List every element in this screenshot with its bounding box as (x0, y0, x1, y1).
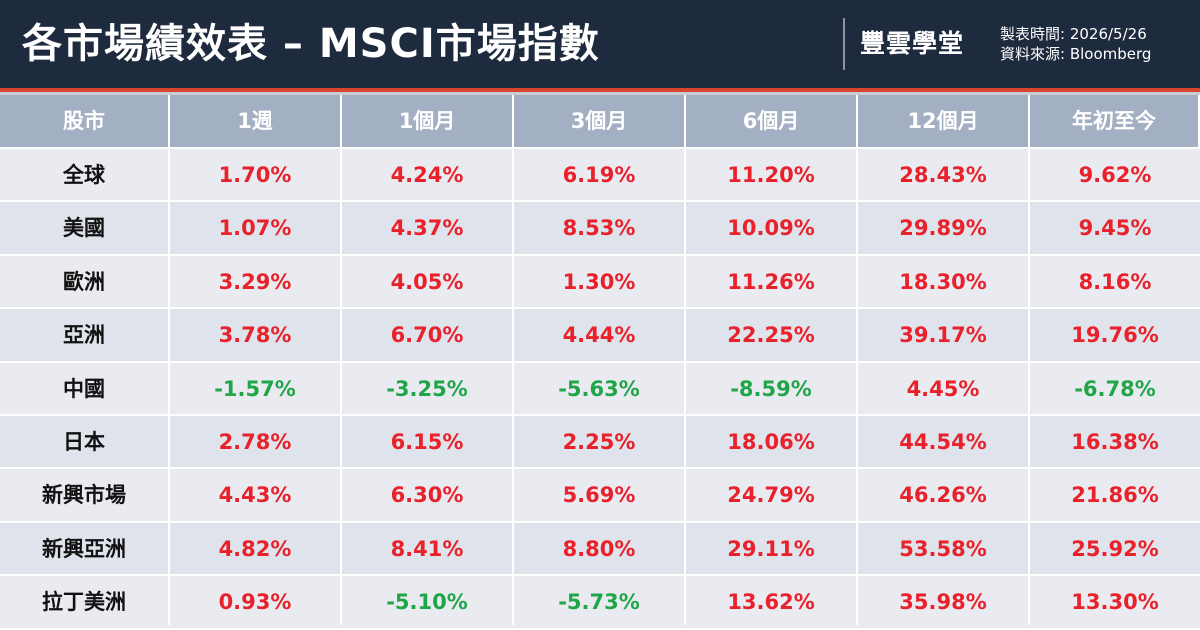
value-cell: 4.44% (514, 307, 686, 361)
value-cell: 8.53% (514, 200, 686, 254)
value-cell: 19.76% (1030, 307, 1200, 361)
value-cell: 4.05% (342, 253, 514, 308)
column-header: 1週 (170, 95, 342, 147)
value-cell: -5.63% (514, 360, 686, 414)
market-name-cell: 拉丁美洲 (0, 574, 170, 628)
value-cell: 22.25% (686, 307, 858, 361)
column-header: 1個月 (342, 95, 514, 147)
performance-table: 股市 1週 1個月 3個月 6個月 12個月 年初至今 全球 1.70% 4.24%… (0, 95, 1200, 628)
value-cell: 16.38% (1030, 413, 1200, 468)
value-cell: 3.78% (170, 307, 342, 361)
value-cell: 4.82% (170, 520, 342, 575)
value-cell: 6.15% (342, 413, 514, 468)
value-cell: 4.43% (170, 467, 342, 521)
column-header: 股市 (0, 95, 170, 147)
value-cell: 1.30% (514, 253, 686, 308)
value-cell: 6.19% (514, 147, 686, 201)
value-cell: -6.78% (1030, 360, 1200, 414)
value-cell: 8.41% (342, 520, 514, 575)
value-cell: 18.06% (686, 413, 858, 468)
value-cell: 39.17% (858, 307, 1030, 361)
value-cell: 4.37% (342, 200, 514, 254)
value-cell: 13.62% (686, 574, 858, 628)
value-cell: 0.93% (170, 574, 342, 628)
value-cell: 2.25% (514, 413, 686, 468)
value-cell: 9.45% (1030, 200, 1200, 254)
value-cell: 29.11% (686, 520, 858, 575)
header-divider (843, 18, 845, 70)
column-header: 6個月 (686, 95, 858, 147)
value-cell: 1.07% (170, 200, 342, 254)
value-cell: 25.92% (1030, 520, 1200, 575)
value-cell: 13.30% (1030, 574, 1200, 628)
value-cell: 11.20% (686, 147, 858, 201)
value-cell: -3.25% (342, 360, 514, 414)
brand-logo-text: 豐雲學堂 (860, 29, 965, 58)
header-bar: 各市場績效表 – MSCI市場指數 豐雲學堂 製表時間: 2026/5/26 資… (0, 0, 1200, 88)
value-cell: 6.30% (342, 467, 514, 521)
value-cell: 11.26% (686, 253, 858, 308)
header-meta: 製表時間: 2026/5/26 資料來源: Bloomberg (1000, 24, 1151, 64)
value-cell: 28.43% (858, 147, 1030, 201)
value-cell: 9.62% (1030, 147, 1200, 201)
value-cell: -5.73% (514, 574, 686, 628)
table-bottom-edge (0, 625, 1200, 628)
value-cell: 44.54% (858, 413, 1030, 468)
value-cell: 46.26% (858, 467, 1030, 521)
value-cell: -5.10% (342, 574, 514, 628)
value-cell: 8.16% (1030, 253, 1200, 308)
value-cell: 21.86% (1030, 467, 1200, 521)
date-line: 製表時間: 2026/5/26 (1000, 25, 1147, 43)
accent-line (0, 88, 1200, 92)
market-name-cell: 全球 (0, 147, 170, 201)
source-line: 資料來源: Bloomberg (1000, 45, 1152, 63)
value-cell: 1.70% (170, 147, 342, 201)
market-name-cell: 歐洲 (0, 253, 170, 308)
value-cell: 35.98% (858, 574, 1030, 628)
market-name-cell: 新興市場 (0, 467, 170, 521)
market-name-cell: 新興亞洲 (0, 520, 170, 575)
value-cell: 4.24% (342, 147, 514, 201)
value-cell: 2.78% (170, 413, 342, 468)
value-cell: 3.29% (170, 253, 342, 308)
value-cell: -1.57% (170, 360, 342, 414)
page-title: 各市場績效表 – MSCI市場指數 (22, 21, 600, 67)
market-name-cell: 日本 (0, 413, 170, 468)
market-name-cell: 亞洲 (0, 307, 170, 361)
value-cell: 29.89% (858, 200, 1030, 254)
value-cell: 6.70% (342, 307, 514, 361)
value-cell: 4.45% (858, 360, 1030, 414)
value-cell: 53.58% (858, 520, 1030, 575)
value-cell: -8.59% (686, 360, 858, 414)
column-header: 3個月 (514, 95, 686, 147)
value-cell: 5.69% (514, 467, 686, 521)
market-name-cell: 美國 (0, 200, 170, 254)
value-cell: 8.80% (514, 520, 686, 575)
column-header: 12個月 (858, 95, 1030, 147)
market-name-cell: 中國 (0, 360, 170, 414)
value-cell: 24.79% (686, 467, 858, 521)
header-underline (0, 92, 1200, 95)
value-cell: 18.30% (858, 253, 1030, 308)
value-cell: 10.09% (686, 200, 858, 254)
column-header: 年初至今 (1030, 95, 1200, 147)
